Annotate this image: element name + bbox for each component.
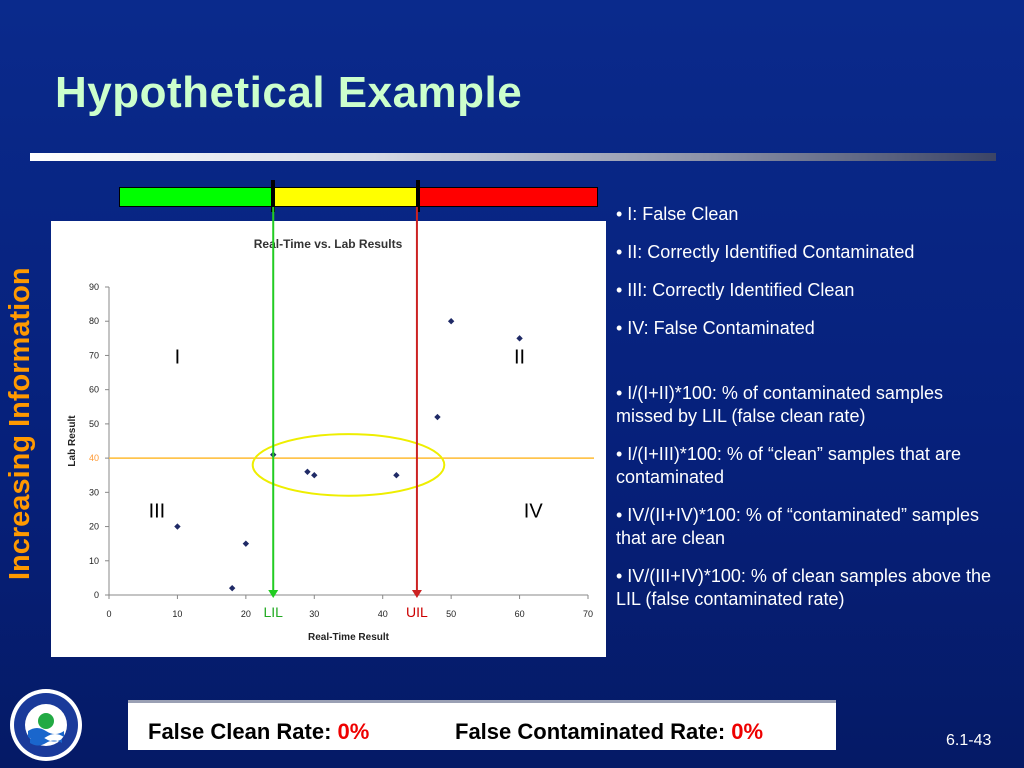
formula-false-clean: • I/(I+II)*100: % of contaminated sample… bbox=[616, 383, 943, 426]
agency-seal-icon bbox=[10, 689, 82, 761]
data-point bbox=[393, 472, 400, 479]
y-tick-label: 80 bbox=[89, 316, 99, 326]
formula-contaminated-clean: • IV/(II+IV)*100: % of “contaminated” sa… bbox=[616, 505, 979, 548]
formula-clean-contaminated: • I/(I+III)*100: % of “clean” samples th… bbox=[616, 444, 961, 487]
y-tick-label: 70 bbox=[89, 350, 99, 360]
x-tick-label: 20 bbox=[241, 609, 251, 619]
data-point bbox=[447, 318, 455, 325]
x-tick-label: 40 bbox=[378, 609, 388, 619]
legend-item-iv: • IV: False Contaminated bbox=[616, 318, 815, 338]
quadrant-label: III bbox=[149, 500, 166, 522]
x-axis-label: Real-Time Result bbox=[308, 632, 390, 643]
y-tick-label: 20 bbox=[89, 522, 99, 532]
chart-title: Real-Time vs. Lab Results bbox=[254, 237, 403, 251]
formula-false-contaminated: • IV/(III+IV)*100: % of clean samples ab… bbox=[616, 566, 992, 609]
y-tick-label: 50 bbox=[89, 419, 99, 429]
highlight-ellipse bbox=[251, 433, 446, 497]
x-tick-label: 50 bbox=[446, 609, 456, 619]
lil-arrowhead bbox=[268, 590, 279, 598]
data-point bbox=[174, 523, 181, 530]
quadrant-label: II bbox=[514, 346, 525, 368]
x-tick-label: 0 bbox=[106, 609, 111, 619]
data-point bbox=[516, 335, 523, 342]
title-divider bbox=[30, 153, 996, 161]
y-tick-label: 30 bbox=[89, 487, 99, 497]
data-point bbox=[228, 584, 236, 592]
slide-number: 6.1-43 bbox=[946, 732, 992, 749]
uil-label-bg bbox=[402, 604, 431, 620]
quadrant-label: IV bbox=[524, 500, 544, 522]
quadrant-label: I bbox=[175, 346, 181, 368]
lil-label-bg bbox=[259, 604, 288, 620]
uil-arrowhead bbox=[411, 590, 422, 598]
y-axis-label: Lab Result bbox=[67, 415, 78, 467]
false-contaminated-label: False Contaminated Rate: bbox=[455, 719, 726, 744]
y-tick-label: 90 bbox=[89, 282, 99, 292]
legend-item-iii: • III: Correctly Identified Clean bbox=[616, 280, 855, 300]
results-box: False Clean Rate: 0% False Contaminated … bbox=[128, 700, 836, 750]
chart-area bbox=[51, 221, 606, 657]
legend-list: • I: False Clean • II: Correctly Identif… bbox=[616, 203, 996, 626]
x-tick-label: 70 bbox=[583, 609, 593, 619]
data-point bbox=[242, 540, 250, 547]
data-point bbox=[304, 468, 311, 475]
y-tick-label: 10 bbox=[89, 556, 99, 566]
x-tick-label: 60 bbox=[515, 609, 525, 619]
y-tick-label: 60 bbox=[89, 385, 99, 395]
data-point bbox=[434, 413, 441, 421]
false-clean-label: False Clean Rate: bbox=[148, 719, 332, 744]
x-tick-label: 10 bbox=[172, 609, 182, 619]
y-tick-label: 40 bbox=[89, 453, 99, 463]
legend-item-ii: • II: Correctly Identified Contaminated bbox=[616, 242, 915, 262]
legend-item-i: • I: False Clean bbox=[616, 204, 739, 224]
lil-label: LIL bbox=[263, 604, 283, 620]
y-tick-label: 0 bbox=[94, 590, 99, 600]
data-point bbox=[311, 472, 318, 479]
false-clean-value: 0% bbox=[337, 719, 370, 744]
false-contaminated-value: 0% bbox=[731, 719, 764, 744]
x-tick-label: 30 bbox=[309, 609, 319, 619]
uil-label: UIL bbox=[406, 604, 428, 620]
slide-title: Hypothetical Example bbox=[55, 68, 523, 117]
